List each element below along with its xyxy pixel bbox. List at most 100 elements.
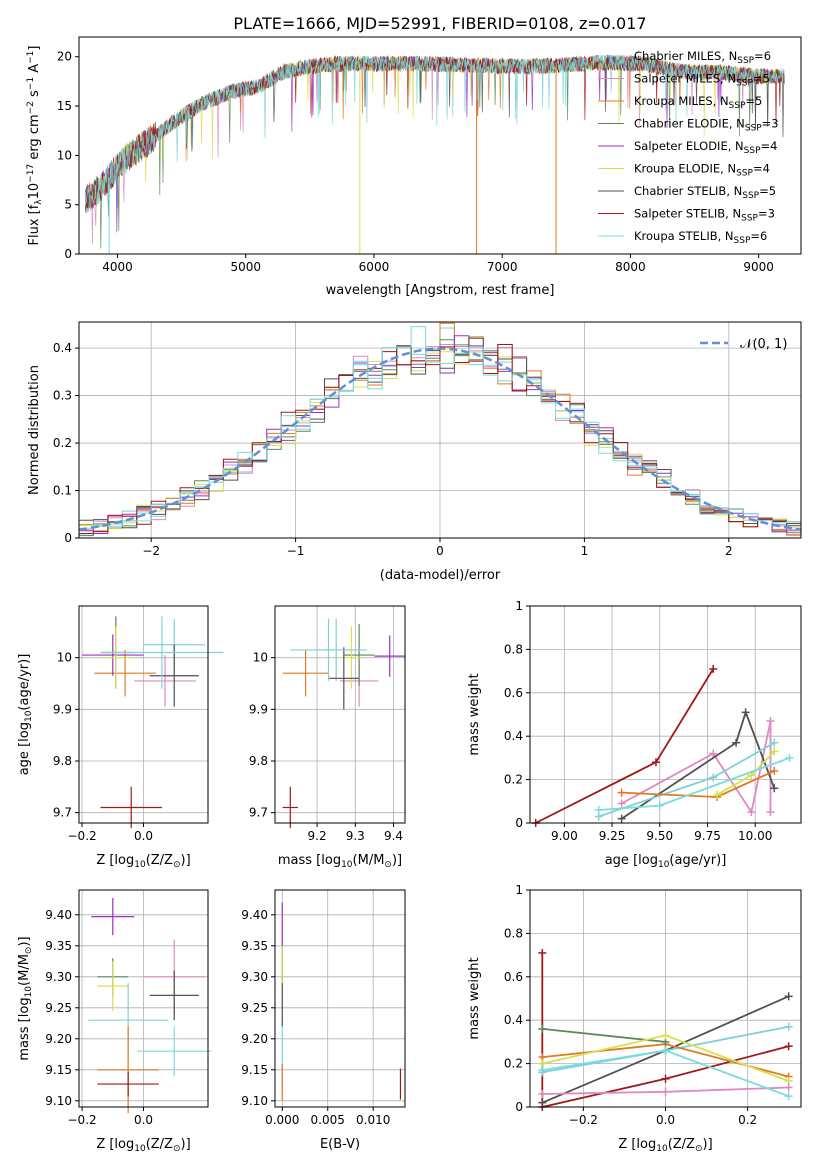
x-tick-label: 6000 [359, 260, 390, 274]
y-tick-label: 0.2 [504, 1057, 523, 1071]
y-tick-label: 9.8 [53, 754, 72, 768]
y-tick-label: 9.7 [249, 806, 268, 820]
x-tick-label: 7000 [487, 260, 518, 274]
data-point [97, 961, 129, 1011]
x-tick-label: 8000 [615, 260, 646, 274]
y-tick-label: 9.15 [241, 1063, 268, 1077]
figure-title: PLATE=1666, MJD=52991, FIBERID=0108, z=0… [233, 14, 646, 33]
data-point [282, 786, 298, 829]
x-tick-label: 9.3 [346, 829, 365, 843]
y-tick-label: 0.2 [53, 436, 72, 450]
y-tick-label: 0 [64, 531, 72, 545]
y-tick-label: 9.25 [45, 1001, 72, 1015]
histogram-step [79, 326, 801, 529]
data-point [100, 786, 162, 829]
x-tick-label: 0.010 [356, 1113, 390, 1127]
data-point [134, 655, 196, 707]
y-tick-label: 0.8 [504, 642, 523, 656]
residuals-panel: −2 −1 0 1 2 0 0.1 0.2 0.3 0.4 (data-model)/error No… [27, 321, 802, 583]
x-tick-label: 0 [436, 544, 444, 558]
age-vs-Z-panel: −0.2 0.0 9.7 9.8 9.9 10 Z [log10(Z/Z⊙)] age [lo… [17, 605, 224, 870]
data-point [149, 644, 199, 707]
x-tick-label: 0.0 [134, 1113, 153, 1127]
axes-frame [274, 605, 406, 824]
massweight-vs-age-panel: 9.00 9.25 9.50 9.75 10.00 0 0.2 0.4 0.6 0.8 1 age [… [467, 599, 802, 870]
x-tick-label: 9.75 [694, 829, 721, 843]
spectrum-line [85, 55, 785, 212]
y-tick-label: 20 [57, 50, 72, 64]
y-tick-label: 0 [64, 247, 72, 261]
legend-entry: Salpeter STELIB, NSSP=3 [634, 207, 775, 224]
y-tick-label: 1 [515, 599, 523, 613]
data-point [137, 1026, 212, 1076]
y-tick-label: 9.35 [241, 939, 268, 953]
y-tick-label: 9.8 [249, 754, 268, 768]
data-point [328, 647, 360, 710]
x-axis-label: wavelength [Angstrom, rest frame] [326, 283, 555, 298]
data-point [91, 898, 135, 936]
y-tick-label: 5 [64, 198, 72, 212]
legend-entry: Kroupa ELODIE, NSSP=4 [634, 162, 770, 179]
y-axis-label: mass weight [467, 957, 482, 1039]
x-axis-label: Z [log10(Z/Z⊙)] [96, 853, 190, 870]
y-tick-label: 0.1 [53, 484, 72, 498]
x-tick-label: −0.2 [569, 1113, 598, 1127]
y-tick-label: 9.20 [45, 1032, 72, 1046]
axes-frame [529, 605, 802, 824]
x-tick-label: 5000 [230, 260, 261, 274]
y-axis-label: mass weight [467, 673, 482, 755]
data-point [290, 618, 367, 681]
x-axis-label: Z [log10(Z/Z⊙)] [96, 1137, 190, 1154]
y-axis-label: age [log10(age/yr)] [17, 654, 34, 776]
data-point [97, 1071, 159, 1097]
data-point [374, 635, 405, 677]
data-point [100, 626, 132, 689]
y-tick-label: 0.3 [53, 389, 72, 403]
legend: Chabrier MILES, NSSP=6 Salpeter MILES, NS… [598, 49, 779, 246]
data-point [343, 624, 375, 687]
legend-entry: Chabrier STELIB, NSSP=5 [634, 184, 776, 201]
x-axis-label: Z [log10(Z/Z⊙)] [618, 1137, 712, 1154]
legend-entry: Salpeter MILES, NSSP=5 [634, 72, 770, 89]
y-tick-label: 9.30 [45, 970, 72, 984]
y-tick-label: 0 [515, 1100, 523, 1114]
y-tick-label: 0.2 [504, 773, 523, 787]
x-tick-label: 9.2 [308, 829, 327, 843]
x-tick-label: 4000 [102, 260, 133, 274]
y-axis-label: Flux [fλ10−17 erg cm−2 s−1 A−1] [26, 46, 44, 246]
y-tick-label: 9.9 [249, 702, 268, 716]
y-tick-label: 9.30 [241, 970, 268, 984]
y-tick-label: 9.20 [241, 1032, 268, 1046]
x-tick-label: 0.000 [265, 1113, 299, 1127]
x-tick-label: −2 [142, 544, 160, 558]
legend-entry: Chabrier ELODIE, NSSP=3 [634, 117, 779, 134]
x-tick-label: 9.00 [551, 829, 578, 843]
y-tick-label: 0.4 [504, 729, 523, 743]
x-tick-label: 2 [725, 544, 733, 558]
y-tick-label: 9.10 [45, 1094, 72, 1108]
legend-entry: Chabrier MILES, NSSP=6 [634, 49, 771, 66]
y-tick-label: 0.6 [504, 970, 523, 984]
spectrum-panel: 4000 5000 6000 7000 8000 9000 0 5 10 15 20 waveleng… [26, 36, 802, 298]
axes-frame [78, 36, 802, 255]
data-point [149, 970, 199, 1021]
y-tick-label: 9.9 [53, 702, 72, 716]
y-tick-label: 10 [57, 148, 72, 162]
x-axis-label: E(B-V) [320, 1137, 360, 1152]
data-point [282, 649, 329, 697]
x-tick-label: 9000 [743, 260, 774, 274]
mass-vs-Z-panel: −0.2 0.0 9.10 9.15 9.20 9.25 9.30 9.35 9.40 Z [lo… [17, 889, 212, 1154]
y-tick-label: 0.6 [504, 686, 523, 700]
y-tick-label: 0.4 [504, 1013, 523, 1027]
x-tick-label: 9.4 [384, 829, 403, 843]
x-tick-label: 0.0 [134, 829, 153, 843]
x-tick-label: −0.2 [68, 1113, 97, 1127]
y-tick-label: 9.40 [45, 908, 72, 922]
x-tick-label: 0.005 [311, 1113, 345, 1127]
legend-entry: 𝒩(0, 1) [740, 337, 787, 352]
x-axis-label: age [log10(age/yr)] [605, 853, 727, 870]
x-tick-label: 0.0 [656, 1113, 675, 1127]
y-tick-label: 9.7 [53, 806, 72, 820]
age-vs-mass-panel: 9.2 9.3 9.4 9.7 9.8 9.9 10 mass [log10(M/M⊙)] [249, 605, 406, 870]
